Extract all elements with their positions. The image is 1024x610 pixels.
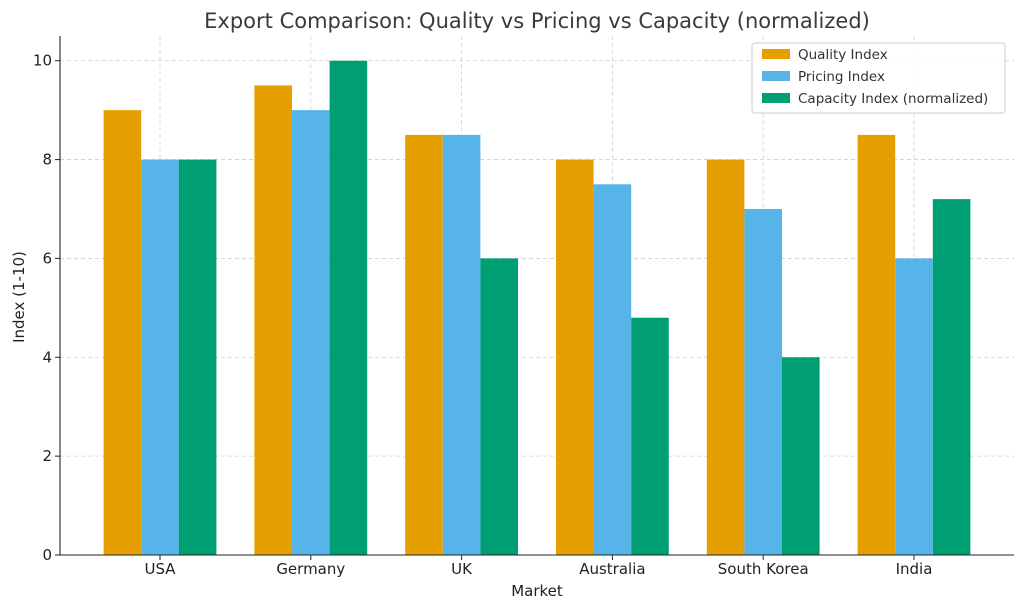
bar	[782, 357, 820, 555]
x-tick-label: UK	[451, 560, 473, 578]
bar	[932, 199, 971, 555]
x-tick-label: USA	[144, 560, 176, 578]
bars	[103, 60, 971, 556]
bar	[744, 209, 782, 555]
x-tick-label: Germany	[276, 560, 345, 578]
legend-swatch	[762, 71, 790, 81]
bar	[329, 60, 368, 555]
y-tick-label: 10	[33, 52, 52, 70]
y-axis-label: Index (1-10)	[10, 251, 28, 343]
axes	[59, 36, 1014, 556]
legend-entry: Capacity Index (normalized)	[798, 91, 988, 107]
x-axis-label: Market	[511, 582, 563, 600]
legend-box	[751, 42, 1006, 114]
bar	[556, 159, 594, 556]
legend-entry: Quality Index	[798, 47, 888, 63]
y-axis-ticks: 0 2 4 6 8 10	[33, 52, 60, 564]
chart-title: Export Comparison: Quality vs Pricing vs…	[204, 9, 870, 33]
bar	[103, 110, 142, 556]
y-tick-label: 8	[42, 151, 52, 169]
bar	[178, 159, 217, 556]
bar	[706, 159, 745, 556]
legend-entry: Pricing Index	[798, 69, 885, 85]
bar	[593, 184, 632, 556]
bar	[405, 134, 443, 555]
legend: Quality Index Pricing Index Capacity Index…	[751, 42, 1006, 114]
x-tick-label: South Korea	[718, 560, 809, 578]
y-tick-label: 4	[42, 348, 52, 366]
bar	[292, 110, 330, 556]
x-tick-label: Australia	[579, 560, 645, 578]
y-tick-label: 0	[42, 546, 52, 564]
y-tick-label: 2	[42, 447, 52, 465]
bar	[254, 85, 292, 555]
x-tick-label: India	[896, 560, 933, 578]
bar	[857, 134, 896, 555]
legend-swatch	[762, 49, 790, 59]
bar	[141, 159, 179, 556]
bar	[442, 134, 481, 555]
legend-swatch	[762, 93, 790, 103]
bar	[631, 317, 669, 555]
x-axis-ticks: USA Germany UK Australia South Korea India	[144, 555, 932, 578]
y-tick-label: 6	[42, 249, 52, 267]
bar	[895, 258, 933, 555]
bar	[480, 258, 518, 555]
